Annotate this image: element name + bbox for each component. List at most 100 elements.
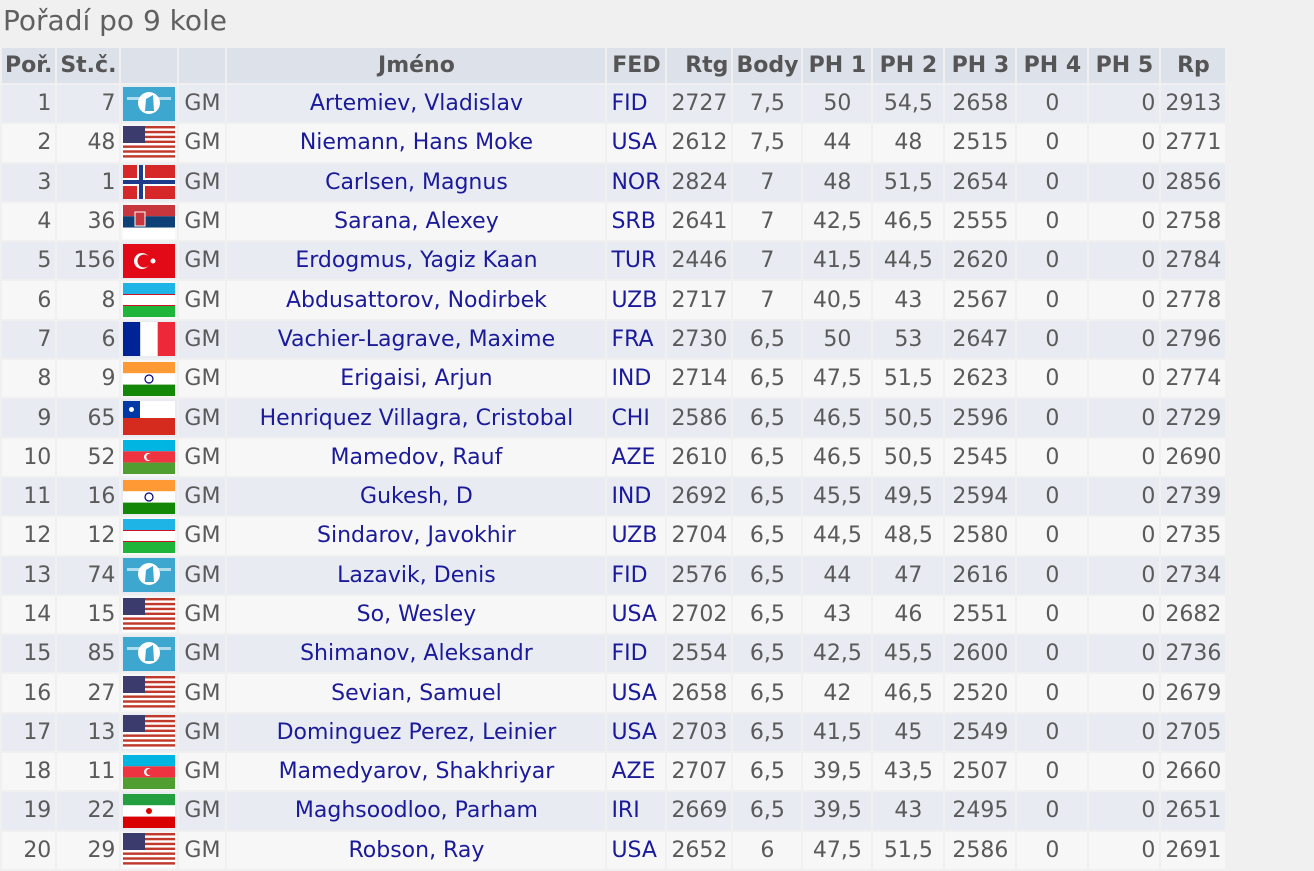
fed-link[interactable]: FRA [611, 326, 654, 352]
cell-rp: 2771 [1161, 124, 1226, 162]
player-link[interactable]: Henriquez Villagra, Cristobal [259, 405, 574, 431]
cell-flag [121, 595, 178, 634]
cell-tb4: 0 [1017, 124, 1088, 162]
cell-rating: 2707 [667, 753, 732, 791]
table-row: 14 15 GM So, Wesley USA 2702 6,5 43 46 2551 0 0 2682 [2, 595, 1226, 634]
cell-start-no: 15 [57, 595, 120, 634]
cell-tb5: 0 [1089, 202, 1160, 241]
cell-tb3: 2549 [945, 713, 1016, 752]
cell-points: 6,5 [733, 595, 802, 634]
fed-link[interactable]: AZE [611, 759, 656, 785]
flag-aze-icon [123, 440, 176, 475]
cell-points: 7 [733, 281, 802, 319]
cell-rating: 2704 [667, 517, 732, 555]
table-row: 17 13 GM Dominguez Perez, Leinier USA 2703 6,5… [2, 713, 1226, 752]
cell-title: GM [179, 635, 226, 673]
fed-link[interactable]: FID [611, 562, 648, 588]
player-link[interactable]: Dominguez Perez, Leinier [276, 719, 557, 745]
standings-table: Poř. St.č. Jméno FED Rtg Body PH 1 PH 2 PH 3 PH 4… [0, 46, 1227, 871]
cell-rating: 2576 [667, 556, 732, 594]
player-link[interactable]: Shimanov, Aleksandr [300, 641, 533, 667]
header-start-no: St.č. [57, 48, 120, 83]
player-link[interactable]: Gukesh, D [360, 484, 473, 510]
flag-iri-icon [123, 793, 176, 828]
cell-flag [121, 438, 178, 476]
cell-tb5: 0 [1089, 438, 1160, 476]
fed-link[interactable]: CHI [611, 405, 650, 431]
fed-link[interactable]: AZE [611, 444, 656, 470]
cell-tb2: 51,5 [873, 360, 944, 398]
cell-tb1: 41,5 [803, 713, 872, 752]
fed-link[interactable]: IRI [611, 798, 640, 824]
table-row: 7 6 GM Vachier-Lagrave, Maxime FRA 2730 6,5 50 5… [2, 320, 1226, 359]
cell-rating: 2702 [667, 595, 732, 634]
fed-link[interactable]: FID [611, 641, 648, 667]
cell-tb5: 0 [1089, 635, 1160, 673]
fed-link[interactable]: UZB [611, 523, 658, 549]
cell-tb1: 44 [803, 124, 872, 162]
cell-tb5: 0 [1089, 595, 1160, 634]
player-link[interactable]: Robson, Ray [348, 837, 485, 863]
cell-tb1: 41,5 [803, 242, 872, 280]
cell-fed: USA [607, 831, 666, 869]
flag-ind-icon [123, 361, 176, 396]
fed-link[interactable]: TUR [611, 248, 657, 274]
cell-fed: TUR [607, 242, 666, 280]
cell-tb5: 0 [1089, 399, 1160, 437]
table-row: 10 52 GM Mamedov, Rauf AZE 2610 6,5 46,5 50,5 254… [2, 438, 1226, 476]
cell-start-no: 11 [57, 753, 120, 791]
player-link[interactable]: Carlsen, Magnus [325, 169, 508, 195]
fed-link[interactable]: UZB [611, 287, 658, 313]
cell-tb4: 0 [1017, 517, 1088, 555]
fed-link[interactable]: IND [611, 366, 652, 392]
player-link[interactable]: Maghsoodloo, Parham [294, 798, 538, 824]
fed-link[interactable]: USA [611, 680, 657, 706]
player-link[interactable]: Lazavik, Denis [337, 562, 496, 588]
cell-fed: UZB [607, 517, 666, 555]
fed-link[interactable]: IND [611, 484, 652, 510]
cell-rp: 2679 [1161, 674, 1226, 712]
fed-link[interactable]: FID [611, 91, 648, 117]
player-link[interactable]: So, Wesley [356, 602, 477, 627]
cell-start-no: 8 [57, 281, 120, 319]
cell-tb5: 0 [1089, 85, 1160, 123]
player-link[interactable]: Abdusattorov, Nodirbek [285, 287, 547, 313]
cell-title: GM [179, 242, 226, 280]
cell-title: GM [179, 281, 226, 319]
cell-rank: 12 [2, 517, 56, 555]
player-link[interactable]: Erigaisi, Arjun [340, 366, 493, 392]
player-link[interactable]: Niemann, Hans Moke [299, 130, 534, 156]
cell-rp: 2734 [1161, 556, 1226, 594]
cell-tb2: 48,5 [873, 517, 944, 555]
player-link[interactable]: Sevian, Samuel [331, 680, 502, 706]
cell-tb4: 0 [1017, 281, 1088, 319]
cell-points: 6,5 [733, 517, 802, 555]
cell-rp: 2691 [1161, 831, 1226, 869]
cell-tb2: 53 [873, 320, 944, 359]
fed-link[interactable]: USA [611, 837, 657, 863]
cell-flag [121, 360, 178, 398]
cell-title: GM [179, 399, 226, 437]
player-link[interactable]: Mamedov, Rauf [330, 444, 503, 470]
cell-tb1: 48 [803, 163, 872, 201]
player-link[interactable]: Erdogmus, Yagiz Kaan [295, 248, 538, 274]
player-link[interactable]: Sarana, Alexey [334, 209, 499, 235]
player-link[interactable]: Mamedyarov, Shakhriyar [278, 759, 555, 785]
fed-link[interactable]: USA [611, 719, 657, 745]
cell-tb4: 0 [1017, 85, 1088, 123]
fed-link[interactable]: SRB [611, 209, 656, 235]
player-link[interactable]: Artemiev, Vladislav [309, 91, 523, 117]
cell-tb3: 2515 [945, 124, 1016, 162]
flag-srb-icon [123, 204, 176, 239]
cell-tb2: 45,5 [873, 635, 944, 673]
cell-tb4: 0 [1017, 635, 1088, 673]
table-row: 12 12 GM Sindarov, Javokhir UZB 2704 6,5 44,5 48… [2, 517, 1226, 555]
player-link[interactable]: Sindarov, Javokhir [317, 523, 516, 549]
fed-link[interactable]: NOR [611, 169, 661, 195]
cell-name: Mamedyarov, Shakhriyar [227, 753, 606, 791]
fed-link[interactable]: USA [611, 130, 657, 156]
cell-flag [121, 85, 178, 123]
fed-link[interactable]: USA [611, 602, 657, 627]
cell-fed: FID [607, 635, 666, 673]
player-link[interactable]: Vachier-Lagrave, Maxime [277, 326, 556, 352]
